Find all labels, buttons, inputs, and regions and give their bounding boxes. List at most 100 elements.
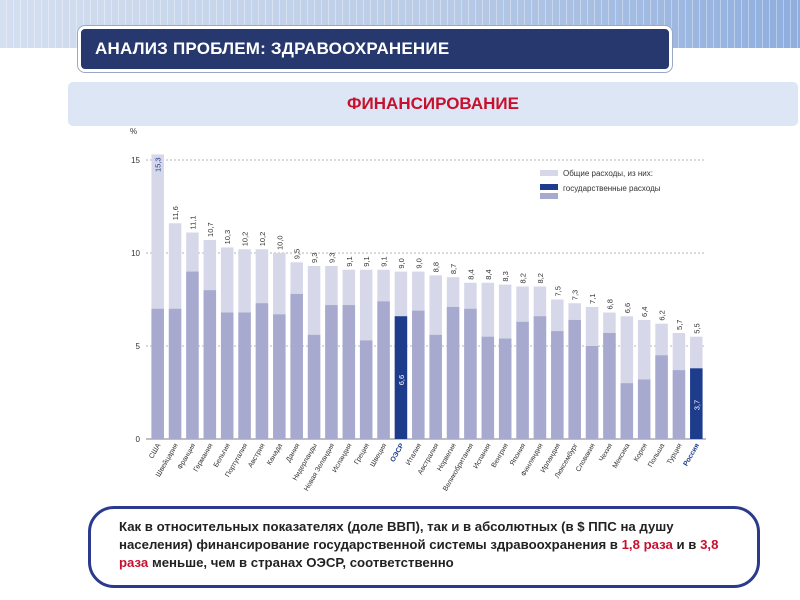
bar-government: [307, 334, 321, 439]
y-tick-label: 0: [136, 435, 141, 444]
note-ratio-1: 1,8 раза: [621, 537, 673, 552]
bar-total-label: 10,2: [258, 232, 267, 247]
x-tick-label: США: [148, 442, 162, 460]
x-tick-label: Венгрия: [491, 442, 510, 469]
x-tick-label: Корея: [633, 442, 649, 463]
legend-swatch-government: [540, 193, 558, 199]
bar-government: [168, 308, 182, 439]
x-tick-label: Швеция: [369, 442, 388, 468]
x-tick-label: Канада: [266, 442, 284, 466]
x-tick-label: Италия: [405, 442, 423, 466]
bar-government: [516, 321, 529, 439]
bar-government: [359, 340, 373, 439]
note-ratio-2: 3,8 раза: [119, 537, 719, 570]
bar-government: [533, 316, 547, 439]
legend-swatch-total: [540, 170, 558, 176]
bar-government: [429, 334, 442, 439]
bar-government: [238, 312, 251, 439]
bar-total-label: 8,2: [519, 273, 528, 283]
bar-government: [498, 338, 512, 439]
bar-government: [464, 308, 477, 439]
x-axis-labels: СШАШвейцарияФранцияГерманияБельгияПортуг…: [148, 442, 701, 493]
page-title: АНАЛИЗ ПРОБЛЕМ: ЗДРАВООХРАНЕНИЕ: [95, 39, 450, 58]
x-tick-label: Япония: [509, 442, 527, 467]
legend-label-government: государственные расходы: [563, 184, 661, 193]
bar-total-label: 7,5: [553, 286, 562, 296]
x-tick-label: ОЭСР: [390, 442, 406, 463]
bar-total-label: 9,3: [310, 253, 319, 263]
chart-legend: Общие расходы, из них: государственные ра…: [540, 169, 661, 199]
x-tick-label: Чехия: [598, 442, 614, 463]
bar-total-label: 5,7: [675, 320, 684, 330]
bar-government: [568, 319, 581, 439]
y-tick-label: 5: [136, 342, 141, 351]
bar-total-label: 9,1: [380, 256, 389, 266]
bar-total-label: 9,1: [345, 256, 354, 266]
conclusion-note: Как в относительных показателях (доле ВВ…: [88, 506, 760, 588]
bar-government: [255, 303, 269, 439]
bar-total-label: 8,2: [536, 273, 545, 283]
bar-total-label: 5,5: [692, 323, 701, 333]
legend-swatch-highlight: [540, 184, 558, 190]
bar-government: [655, 355, 668, 439]
bar-total-label: 8,8: [432, 262, 441, 272]
bar-total-label: 6,2: [658, 310, 667, 320]
bar-total-label: 15,3: [154, 157, 163, 172]
bar-total-label: 6,6: [623, 303, 632, 313]
bar-government: [672, 370, 686, 439]
bar-total-label: 10,0: [275, 235, 284, 250]
bar-government: [690, 368, 703, 439]
x-tick-label: Дания: [285, 442, 301, 463]
bar-total-label: 11,6: [171, 206, 180, 220]
note-text-3: меньше, чем в странах ОЭСР, соответствен…: [148, 555, 454, 570]
bar-total-label: 9,3: [327, 253, 336, 263]
bar-government: [377, 301, 390, 439]
bar-government: [151, 308, 164, 439]
bar-government: [446, 306, 460, 439]
bar-total-label: 8,4: [466, 269, 475, 279]
bar-total-label: 10,7: [206, 222, 215, 237]
bar-government: [220, 312, 234, 439]
x-tick-label: Бельгия: [213, 442, 232, 468]
bar-total-label: 10,3: [223, 230, 232, 245]
y-tick-label: 10: [131, 249, 140, 258]
bar-government-label: 6,6: [397, 375, 406, 385]
title-bar: АНАЛИЗ ПРОБЛЕМ: ЗДРАВООХРАНЕНИЕ: [78, 26, 672, 72]
y-tick-label: 15: [131, 156, 140, 165]
bar-total-label: 9,0: [414, 258, 423, 268]
x-tick-label: Россия: [683, 443, 701, 468]
bar-total-label: 8,4: [484, 269, 493, 279]
bar-government: [394, 316, 408, 439]
y-axis: 0 5 10 15%: [130, 127, 141, 444]
bar-total-label: 8,3: [501, 271, 510, 281]
x-tick-label: Греция: [353, 442, 371, 466]
bar-government-label: 3,7: [692, 400, 701, 410]
health-spending-chart: 0 5 10 15% 15,3 11,6 11,1 10,7 10,3 10,2 10,2 10,0…: [130, 127, 706, 493]
bar-government: [290, 293, 303, 439]
bar-total-label: 6,4: [640, 307, 649, 317]
x-tick-label: Турция: [666, 442, 684, 466]
chart-bars: 15,3 11,6 11,1 10,7 10,3 10,2 10,2 10,0 9,5 9,3 9,…: [151, 154, 703, 440]
legend-label-total: Общие расходы, из них:: [563, 169, 653, 178]
x-tick-label: Австрия: [247, 442, 266, 469]
bar-total-label: 8,7: [449, 264, 458, 274]
bar-government: [603, 332, 616, 439]
bar-total-label: 9,5: [293, 249, 302, 259]
bar-government: [620, 383, 634, 439]
conclusion-text: Как в относительных показателях (доле ВВ…: [119, 518, 741, 572]
bar-government: [412, 310, 425, 439]
bar-government: [481, 336, 495, 439]
bar-total-label: 9,1: [362, 256, 371, 266]
bar-government: [203, 290, 217, 439]
bar-total-label: 10,2: [241, 232, 250, 247]
note-text-2: и в: [672, 537, 701, 552]
bar-total-label: 7,3: [571, 290, 580, 300]
bar-government: [585, 346, 599, 439]
x-tick-label: Великобритания: [441, 442, 475, 493]
note-text-1: Как в относительных показателях (доле ВВ…: [119, 519, 674, 552]
y-unit-label: %: [130, 127, 137, 136]
bar-total-label: 9,0: [397, 258, 406, 268]
bar-government: [325, 305, 338, 439]
bar-total-label: 7,1: [588, 294, 597, 304]
bar-government: [637, 379, 651, 439]
